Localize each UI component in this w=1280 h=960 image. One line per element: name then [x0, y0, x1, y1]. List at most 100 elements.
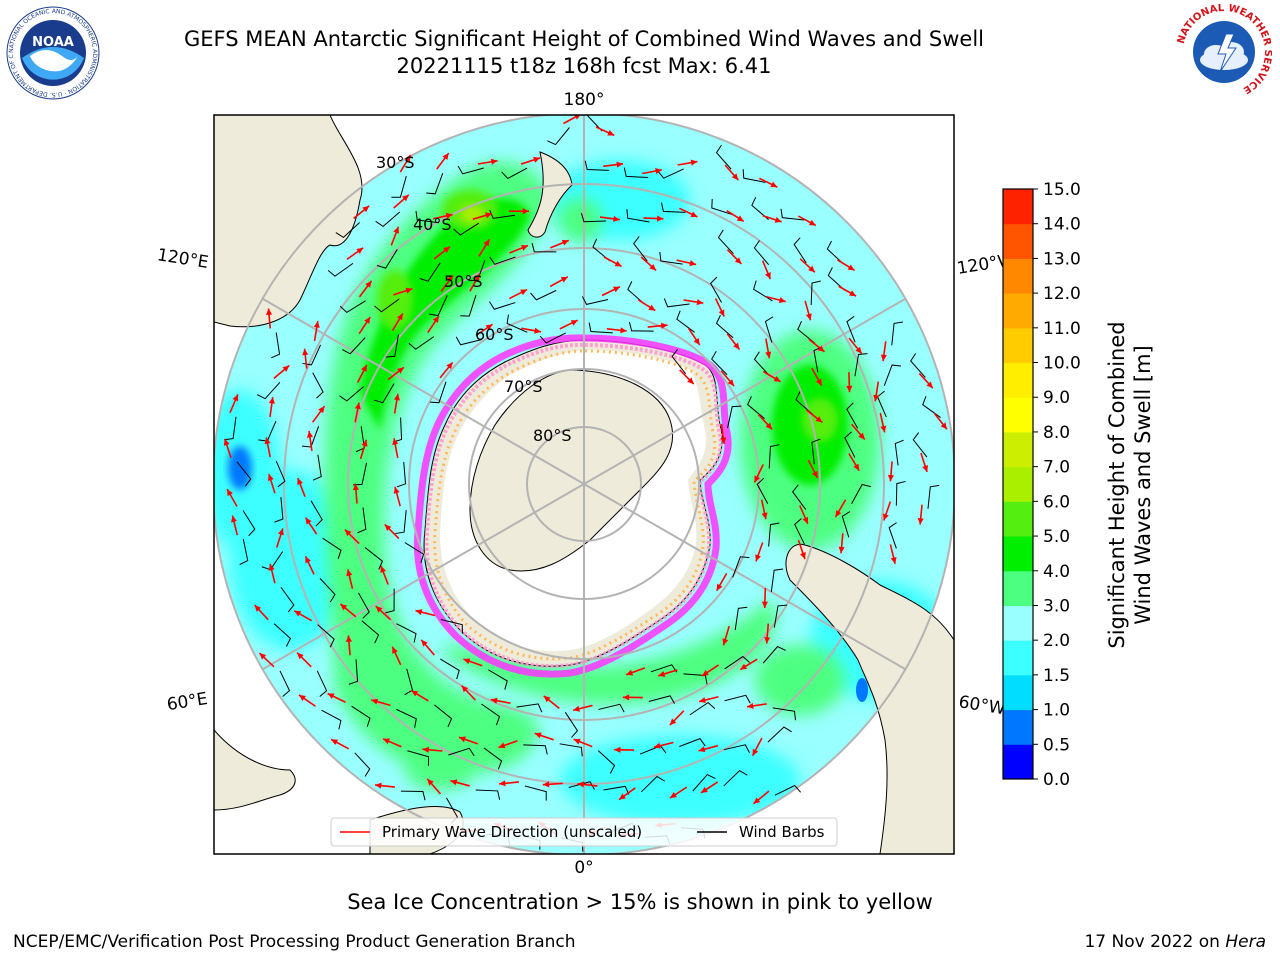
wind-barb: [580, 212, 606, 223]
wind-barb: [692, 773, 716, 792]
wave-arrowhead: [736, 215, 744, 222]
wave-arrowhead: [754, 475, 760, 483]
wave-arrowhead: [753, 797, 761, 804]
wind-barb: [727, 405, 742, 429]
wind-barb: [742, 169, 766, 183]
colorbar-tick-label: 5.0: [1043, 527, 1070, 547]
wave-arrowhead: [622, 694, 630, 701]
wind-barb: [559, 743, 583, 757]
colorbar-segment: [1003, 570, 1033, 606]
wave-arrowhead: [649, 263, 657, 271]
wind-barb: [764, 316, 774, 343]
wave-arrowhead: [658, 671, 666, 677]
wave-arrowhead: [614, 260, 622, 267]
wave-arrowhead: [880, 425, 887, 433]
wind-barb: [568, 781, 595, 790]
wind-barb: [483, 747, 503, 770]
wind-barb: [732, 556, 750, 578]
wave-arrowhead: [747, 702, 754, 709]
wind-barb: [724, 655, 750, 670]
wind-barb: [354, 752, 371, 777]
wave-arrowhead: [716, 583, 723, 591]
wave-arrowhead: [778, 297, 786, 304]
wave-arrowhead: [371, 698, 379, 705]
wave-arrowhead: [765, 422, 773, 430]
wind-barb: [854, 353, 868, 377]
wind-barb: [415, 210, 440, 224]
colorbar-tick-label: 9.0: [1043, 388, 1070, 408]
wave-arrowhead: [354, 402, 361, 410]
wind-barb: [374, 298, 400, 313]
wind-barb: [448, 747, 475, 757]
wind-barb: [768, 522, 780, 547]
wave-arrowhead: [698, 746, 706, 753]
wind-barb: [894, 439, 904, 466]
lat-label-30s: 30°S: [376, 153, 415, 172]
wave-arrowhead: [849, 290, 857, 297]
colorbar-label-line1: Significant Height of Combined: [1105, 321, 1129, 648]
lon-label-60e: 60°E: [165, 689, 209, 715]
lat-label-50s: 50°S: [444, 272, 483, 291]
colorbar-tick-label: 13.0: [1043, 249, 1081, 269]
wind-barb: [797, 320, 816, 344]
wind-barb: [274, 497, 284, 523]
wind-barb: [773, 604, 788, 628]
wind-barb: [633, 236, 648, 262]
wind-barb: [321, 709, 342, 730]
wave-arrowhead: [380, 565, 387, 573]
wind-barb: [426, 172, 444, 195]
sea-ice-ring: [413, 334, 732, 678]
wind-barb: [339, 386, 364, 402]
wind-barb: [627, 281, 645, 305]
wave-arrowhead: [520, 289, 528, 296]
wave-arrowhead: [883, 513, 889, 521]
wave-arrowhead: [808, 219, 816, 226]
wave-arrowhead: [561, 239, 569, 246]
wave-arrowhead: [573, 705, 580, 712]
wind-barb: [753, 240, 770, 265]
wind-barb: [626, 209, 650, 223]
wind-barb: [273, 623, 292, 647]
wind-barb: [280, 586, 295, 613]
wave-arrowhead: [805, 313, 812, 321]
wave-arrowhead: [442, 153, 449, 160]
wave-arrowhead: [277, 528, 284, 536]
colorbar-tick-label: 15.0: [1043, 180, 1081, 200]
wind-barb: [242, 510, 256, 537]
wind-barb: [453, 222, 480, 236]
wind-barbs-layer: [224, 115, 941, 852]
wind-barb: [774, 784, 802, 796]
wind-barb: [429, 295, 448, 317]
wave-arrowhead: [384, 524, 392, 532]
wave-arrowhead: [473, 273, 480, 281]
colorbar-segment: [1003, 223, 1033, 259]
chart-title: GEFS MEAN Antarctic Significant Height o…: [183, 27, 985, 51]
colorbar: 0.0 0.5 1.0 1.5 2.0 3.0 4.0 5.0 6.0 7.0 8.0 9.0 10.0…: [1002, 180, 1155, 790]
wave-arrowhead: [396, 313, 403, 321]
wave-arrowhead: [450, 779, 458, 786]
wave-arrowhead: [404, 154, 411, 162]
wind-barb: [922, 396, 941, 418]
wave-arrowhead: [873, 394, 880, 402]
wave-arrowhead: [522, 208, 530, 215]
wind-barb: [547, 127, 570, 146]
wave-arrowhead: [765, 272, 771, 280]
colorbar-segment: [1003, 536, 1033, 572]
wave-arrowhead: [298, 694, 306, 701]
wave-arrowhead: [926, 381, 933, 389]
wave-arrowhead: [614, 746, 621, 753]
wind-barb: [455, 336, 483, 346]
wave-arrowhead: [890, 557, 897, 564]
wave-arrowhead: [573, 738, 581, 745]
wave-arrowhead: [393, 393, 400, 401]
wind-barb: [751, 196, 769, 220]
wave-arrowhead: [880, 354, 887, 362]
wind-barb: [489, 256, 516, 265]
wind-barb: [396, 461, 407, 488]
wind-barb: [475, 789, 501, 800]
wave-arrowhead: [727, 379, 735, 387]
wave-arrowhead: [855, 346, 862, 354]
colorbar-segment: [1003, 466, 1033, 502]
wave-arrowhead: [259, 653, 267, 660]
wave-arrowhead: [231, 515, 237, 523]
